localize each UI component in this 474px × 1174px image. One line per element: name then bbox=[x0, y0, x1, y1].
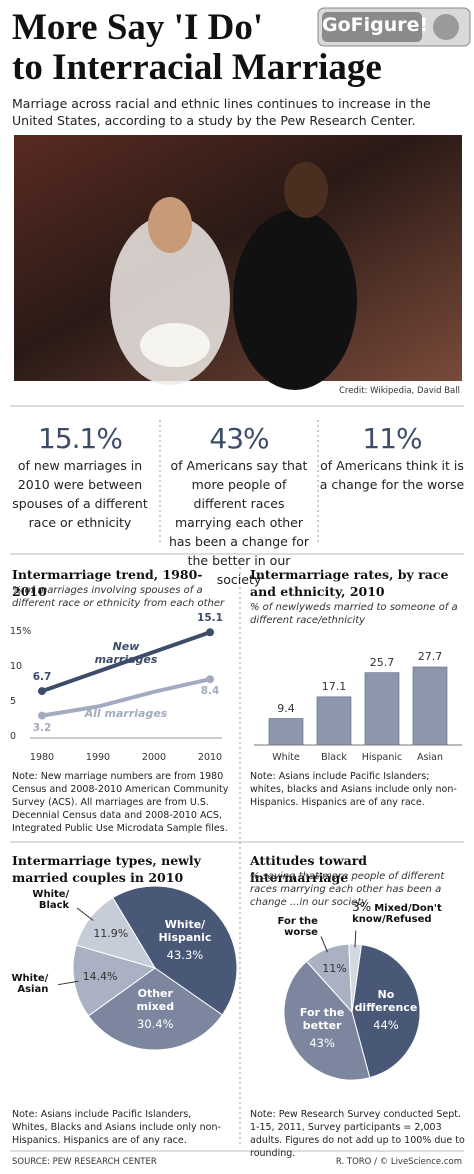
photo-bouquet bbox=[140, 323, 210, 367]
slice-label: Other mixed bbox=[136, 986, 175, 1013]
photo-face bbox=[284, 162, 328, 218]
chart-title: Intermarriage trend, 1980-2010 bbox=[12, 567, 203, 599]
x-tick-label: Asian bbox=[417, 752, 443, 763]
point bbox=[38, 711, 46, 720]
bar bbox=[412, 666, 448, 746]
x-tick-label: White bbox=[272, 752, 300, 763]
slice-label: Mixed/Don't know/Refused bbox=[352, 903, 442, 926]
footer-source: SOURCE: PEW RESEARCH CENTER bbox=[12, 1157, 157, 1167]
series-line bbox=[41, 630, 211, 693]
subtitle: Marriage across racial and ethnic lines … bbox=[12, 96, 431, 128]
bar bbox=[316, 696, 352, 746]
slice-value: 43% bbox=[309, 1036, 335, 1051]
chart-subtitle: % of newlyweds married to someone of a d… bbox=[250, 602, 458, 626]
stat-text: of Americans say that more people of dif… bbox=[168, 458, 310, 587]
pie-slice bbox=[351, 944, 421, 1079]
value-label: 3.2 bbox=[32, 721, 52, 734]
point bbox=[38, 687, 46, 696]
stat-text: of Americans think it is a change for th… bbox=[319, 458, 465, 492]
slice-value: 3% bbox=[352, 900, 372, 915]
value-label: 15.1 bbox=[197, 612, 223, 625]
slice-value: 11.9% bbox=[93, 926, 129, 940]
slice-value: 30.4% bbox=[137, 1016, 174, 1031]
photo-face bbox=[148, 197, 192, 253]
bar bbox=[364, 672, 400, 746]
chart-subtitle: % of marriages involving spouses of a di… bbox=[12, 585, 225, 609]
value-label: 17.1 bbox=[321, 679, 347, 693]
chart-title: Attitudes toward intermarriage bbox=[250, 853, 368, 885]
leader-line bbox=[354, 930, 357, 948]
title: to Interracial Marriage bbox=[12, 47, 382, 88]
series-line bbox=[41, 677, 211, 718]
y-tick-label: 10 bbox=[10, 661, 23, 672]
leader-line bbox=[320, 936, 328, 953]
stat-figure: 11% bbox=[362, 422, 422, 455]
leader-line bbox=[57, 980, 79, 986]
logo: GoFigure! bbox=[322, 14, 429, 36]
slice-label-group: 3% Mixed/Don't know/Refused bbox=[352, 900, 442, 926]
chart-subtitle: % saying that more people of different r… bbox=[250, 871, 445, 908]
pie-slice bbox=[87, 967, 223, 1051]
x-tick-label: 2000 bbox=[141, 752, 167, 763]
pie-slice bbox=[112, 885, 238, 1016]
photo-groom bbox=[233, 210, 357, 390]
value-label: 6.7 bbox=[32, 671, 52, 684]
slice-label: White/ Black bbox=[32, 888, 70, 911]
pie-slice bbox=[283, 960, 371, 1081]
stat-text: of new marriages in 2010 were between sp… bbox=[12, 458, 148, 530]
value-label: 9.4 bbox=[277, 701, 295, 715]
y-tick-label: 5 bbox=[10, 696, 17, 707]
stat-figure: 15.1% bbox=[38, 422, 123, 455]
footer-credit: R. TORO / © LiveScience.com bbox=[335, 1157, 462, 1167]
chart-note: Note: Asians include Pacific Islanders; … bbox=[250, 771, 457, 808]
point bbox=[206, 675, 214, 684]
chart-title: Intermarriage types, newly married coupl… bbox=[12, 853, 201, 885]
series-label: New marriages bbox=[94, 639, 158, 666]
slice-value: 43.3% bbox=[166, 948, 204, 962]
slice-label: For the better bbox=[299, 1006, 345, 1033]
value-label: 27.7 bbox=[417, 650, 443, 663]
slice-value: 11% bbox=[322, 962, 347, 976]
bar bbox=[268, 718, 304, 746]
x-tick-label: 1980 bbox=[29, 752, 55, 763]
x-tick-label: Hispanic bbox=[361, 752, 403, 763]
photo-credit: Credit: Wikipedia, David Ball bbox=[339, 386, 460, 396]
chart-note: Note: New marriage numbers are from 1980… bbox=[12, 771, 229, 834]
slice-label: White/ Asian bbox=[11, 973, 49, 996]
chart-note: Note: Asians include Pacific Islanders, … bbox=[12, 1109, 221, 1146]
x-tick-label: 1990 bbox=[85, 752, 111, 763]
y-tick-label: 15% bbox=[10, 626, 32, 637]
x-tick-label: Black bbox=[321, 752, 347, 763]
chart-title: Intermarriage rates, by race and ethnici… bbox=[250, 567, 449, 599]
title: More Say 'I Do' bbox=[12, 7, 264, 48]
slice-label: No difference bbox=[354, 987, 418, 1014]
value-label: 8.4 bbox=[200, 685, 220, 698]
slice-label: For the worse bbox=[277, 915, 318, 938]
slice-value: 44% bbox=[373, 1017, 399, 1032]
stat-figure: 43% bbox=[209, 422, 269, 455]
x-tick-label: 2010 bbox=[197, 752, 223, 763]
y-tick-label: 0 bbox=[10, 731, 17, 742]
series-label: All marriages bbox=[84, 707, 168, 721]
slice-label: White/ Hispanic bbox=[158, 918, 212, 944]
leader-line bbox=[76, 907, 94, 921]
photo bbox=[14, 135, 462, 381]
slice-value: 14.4% bbox=[82, 970, 118, 984]
logo-badge bbox=[322, 12, 422, 42]
logo-icon bbox=[433, 14, 459, 40]
point bbox=[206, 628, 214, 637]
value-label: 25.7 bbox=[369, 655, 395, 669]
chart-note: Note: Pew Research Survey conducted Sept… bbox=[250, 1109, 465, 1159]
